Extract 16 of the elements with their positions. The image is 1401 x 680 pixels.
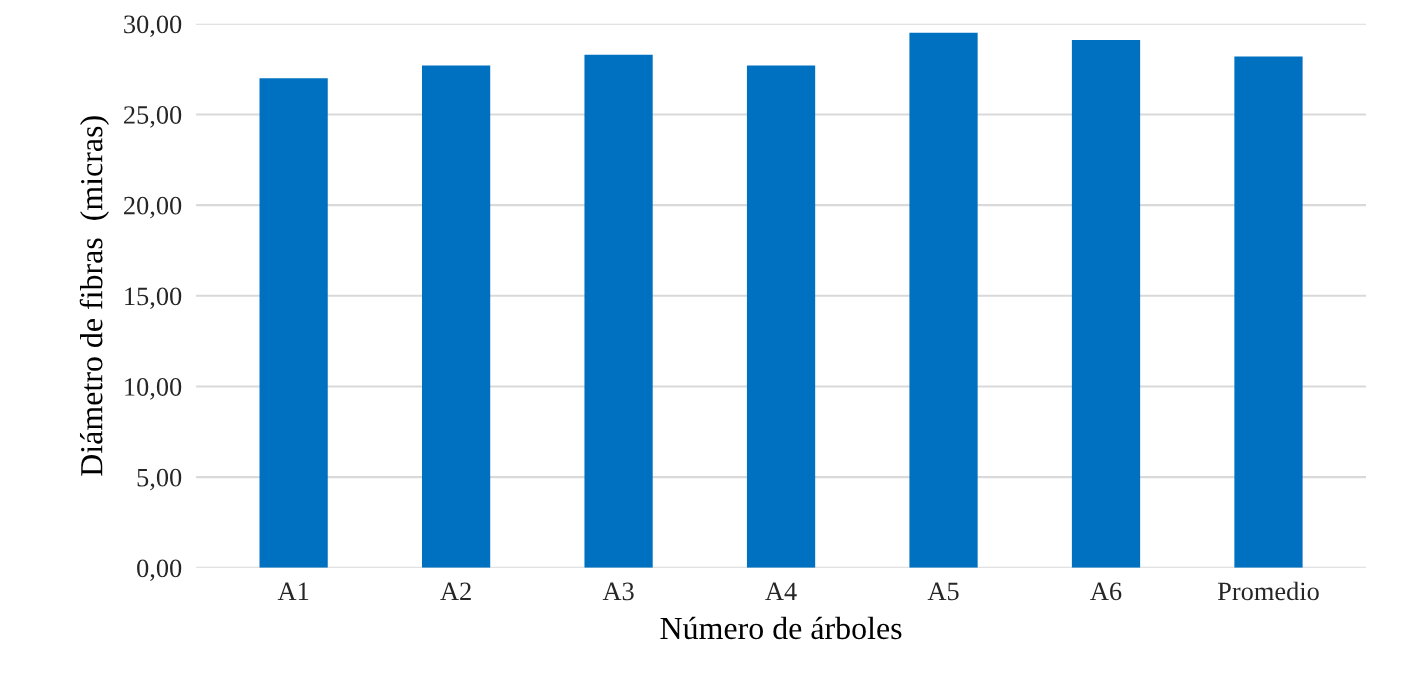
y-tick-label: 25,00 (124, 106, 182, 128)
x-tick-label: A5 (927, 582, 959, 601)
y-tick-label: 5,00 (137, 468, 182, 491)
x-tick-label: Promedio (1217, 581, 1319, 601)
y-tick-label: 30,00 (124, 15, 182, 38)
y-tick-label: 0,00 (137, 559, 182, 582)
y-tick-label: 15,00 (125, 287, 182, 310)
y-tick-label: 10,00 (125, 378, 182, 400)
x-tick-label: A6 (1090, 582, 1122, 601)
x-tick-label: A1 (277, 582, 309, 600)
x-tick-label: A4 (765, 582, 797, 600)
y-axis-title: Diámetro de fibras (micras) (79, 116, 109, 476)
x-tick-label: A3 (602, 582, 634, 601)
y-tick-label: 20,00 (124, 196, 182, 219)
x-axis-title: Número de árboles (660, 616, 902, 640)
x-tick-label: A2 (440, 582, 471, 600)
